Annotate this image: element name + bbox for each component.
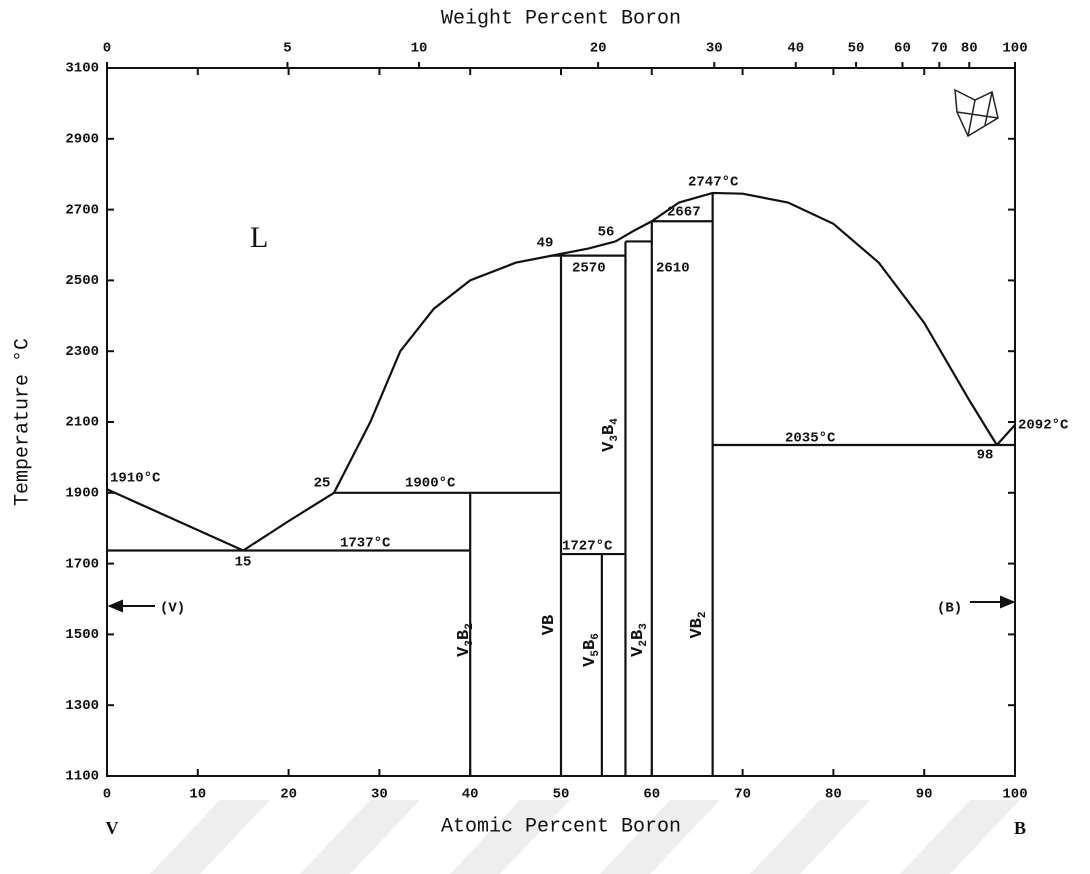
y-tick-label: 2300 <box>65 344 99 360</box>
x2-tick-label: 100 <box>1002 41 1027 57</box>
top-axis-title: Weight Percent Boron <box>441 7 681 30</box>
y-tick-label: 1700 <box>65 556 99 572</box>
x2-tick-label: 5 <box>283 41 291 57</box>
phase-label-part: V <box>600 441 619 452</box>
phase-boundary <box>242 240 616 552</box>
y-tick-label: 1100 <box>65 769 99 785</box>
annotation: 49 <box>537 236 554 252</box>
phase-label-part: 6 <box>590 633 602 640</box>
phase-label-part: V <box>581 656 600 667</box>
phase-label-part: 2 <box>464 623 476 630</box>
x2-tick-label: 30 <box>706 41 723 57</box>
x-tick-label: 80 <box>825 787 842 803</box>
x2-tick-label: 80 <box>961 41 978 57</box>
phase-label: V2B3 <box>629 623 649 657</box>
annotation: 2667 <box>667 205 701 221</box>
annotation: 2092°C <box>1018 418 1069 434</box>
x2-tick-label: 60 <box>894 41 911 57</box>
x-tick-label: 30 <box>371 787 388 803</box>
x2-tick-label: 50 <box>848 41 865 57</box>
phase-label: VB <box>540 615 559 635</box>
annotation: 2747°C <box>688 175 739 191</box>
annotation: 2610 <box>656 261 690 277</box>
annotation: 15 <box>235 555 252 571</box>
phase-label-part: B <box>581 640 600 650</box>
x-tick-label: 0 <box>103 787 111 803</box>
x-tick-label: 70 <box>734 787 751 803</box>
annotation: 98 <box>977 448 994 464</box>
x2-tick-label: 0 <box>103 41 111 57</box>
x-tick-label: 50 <box>553 787 570 803</box>
left-element: V <box>106 818 119 838</box>
phase-label-part: 4 <box>609 418 621 425</box>
annotation: 1900°C <box>405 476 456 492</box>
annotation: 2570 <box>572 261 606 277</box>
phase-label-part: 3 <box>464 640 476 647</box>
y-tick-label: 3100 <box>65 61 99 77</box>
phase-label: VB2 <box>688 611 708 638</box>
x-tick-label: 20 <box>280 787 297 803</box>
annotation: 56 <box>598 225 615 241</box>
x2-tick-label: 70 <box>931 41 948 57</box>
y-tick-label: 1900 <box>65 486 99 502</box>
annotation: 25 <box>314 476 331 492</box>
x2-tick-label: 10 <box>411 41 428 57</box>
y-tick-label: 1300 <box>65 698 99 714</box>
y-tick-label: 2100 <box>65 415 99 431</box>
x-tick-label: 40 <box>462 787 479 803</box>
phase-label-part: B <box>455 630 474 640</box>
right-element: B <box>1014 818 1026 838</box>
phase-boundary <box>996 424 1016 446</box>
y-tick-label: 2900 <box>65 132 99 148</box>
x2-tick-label: 20 <box>590 41 607 57</box>
phase-label-part: VB <box>688 618 707 638</box>
y-tick-label: 2700 <box>65 202 99 218</box>
annotation: (B) <box>937 601 962 617</box>
phase-label-part: 2 <box>697 611 709 618</box>
y-axis-title: Temperature °C <box>11 338 34 506</box>
annotation: 2035°C <box>785 431 836 447</box>
arrows <box>107 595 1016 613</box>
annotation: 1910°C <box>110 471 161 487</box>
phase-label-part: B <box>600 425 619 435</box>
watermark <box>150 800 1020 874</box>
phase-label: V3B2 <box>455 623 475 657</box>
x-tick-label: 60 <box>643 787 660 803</box>
annotation: (V) <box>160 601 185 617</box>
phase-label-part: 3 <box>609 435 621 442</box>
phase-label-part: 5 <box>590 650 602 657</box>
phase-boundary <box>106 488 244 552</box>
phase-label-part: 2 <box>638 640 650 647</box>
annotation: 1737°C <box>340 536 391 552</box>
x2-tick-label: 40 <box>787 41 804 57</box>
phase-label-part: B <box>629 630 648 640</box>
y-tick-label: 2500 <box>65 273 99 289</box>
x-tick-label: 90 <box>916 787 933 803</box>
phase-label-part: 3 <box>638 623 650 630</box>
phase-boundary <box>614 191 998 446</box>
annotation: L <box>250 221 268 254</box>
x-axis-title: Atomic Percent Boron <box>441 815 681 838</box>
phase-label-part: VB <box>540 615 559 635</box>
phase-label-part: V <box>455 646 474 657</box>
x-tick-label: 10 <box>189 787 206 803</box>
phase-label-part: V <box>629 646 648 657</box>
annotation: 1727°C <box>562 539 613 555</box>
crystal-icon <box>954 88 999 138</box>
x-tick-label: 100 <box>1002 787 1027 803</box>
phase-label: V3B4 <box>600 418 620 452</box>
y-tick-label: 1500 <box>65 627 99 643</box>
phase-label: V5B6 <box>581 633 601 667</box>
